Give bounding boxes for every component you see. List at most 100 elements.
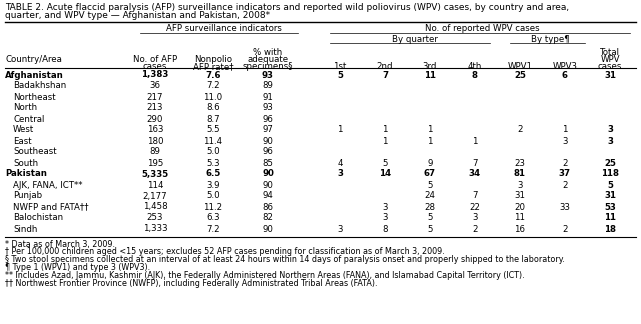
Text: 290: 290	[147, 114, 163, 123]
Text: Southeast: Southeast	[13, 147, 56, 156]
Text: 2nd: 2nd	[377, 62, 393, 71]
Text: 1: 1	[428, 136, 433, 145]
Text: 31: 31	[604, 191, 616, 201]
Text: 5: 5	[428, 214, 433, 223]
Text: 213: 213	[147, 103, 163, 112]
Text: 163: 163	[147, 125, 163, 134]
Text: 1,333: 1,333	[143, 225, 167, 234]
Text: North: North	[13, 103, 37, 112]
Text: quarter, and WPV type — Afghanistan and Pakistan, 2008*: quarter, and WPV type — Afghanistan and …	[5, 11, 270, 20]
Text: 6.3: 6.3	[206, 214, 220, 223]
Text: cases: cases	[598, 62, 622, 71]
Text: 90: 90	[263, 180, 274, 190]
Text: 180: 180	[147, 136, 163, 145]
Text: ** Includes Azad, Jammu, Kashmir (AJK), the Federally Administered Northern Area: ** Includes Azad, Jammu, Kashmir (AJK), …	[5, 272, 524, 281]
Text: 1,383: 1,383	[141, 71, 169, 79]
Text: By type¶: By type¶	[531, 35, 569, 44]
Text: 2: 2	[517, 125, 523, 134]
Text: WPV: WPV	[600, 55, 620, 64]
Text: 4: 4	[337, 158, 343, 168]
Text: 3: 3	[382, 214, 388, 223]
Text: 2: 2	[472, 225, 478, 234]
Text: 8: 8	[382, 225, 388, 234]
Text: 82: 82	[263, 214, 274, 223]
Text: 25: 25	[604, 158, 616, 168]
Text: 93: 93	[263, 103, 274, 112]
Text: No. of reported WPV cases: No. of reported WPV cases	[425, 24, 540, 33]
Text: 3: 3	[562, 136, 568, 145]
Text: 3: 3	[337, 225, 343, 234]
Text: 1: 1	[562, 125, 568, 134]
Text: cases: cases	[143, 62, 167, 71]
Text: 85: 85	[263, 158, 274, 168]
Text: 1: 1	[428, 125, 433, 134]
Text: 7: 7	[382, 71, 388, 79]
Text: 114: 114	[147, 180, 163, 190]
Text: No. of AFP: No. of AFP	[133, 55, 177, 64]
Text: 5: 5	[382, 158, 388, 168]
Text: 1st: 1st	[333, 62, 347, 71]
Text: 2: 2	[562, 225, 568, 234]
Text: South: South	[13, 158, 38, 168]
Text: 8: 8	[472, 71, 478, 79]
Text: 81: 81	[514, 169, 526, 179]
Text: 2: 2	[562, 180, 568, 190]
Text: 96: 96	[263, 114, 274, 123]
Text: 23: 23	[515, 158, 526, 168]
Text: Badakhshan: Badakhshan	[13, 82, 66, 90]
Text: 3: 3	[607, 136, 613, 145]
Text: 5,335: 5,335	[142, 169, 169, 179]
Text: 3rd: 3rd	[423, 62, 437, 71]
Text: 20: 20	[515, 202, 526, 212]
Text: 253: 253	[147, 214, 163, 223]
Text: 7.2: 7.2	[206, 225, 220, 234]
Text: 90: 90	[263, 136, 274, 145]
Text: 11: 11	[604, 214, 616, 223]
Text: 14: 14	[379, 169, 391, 179]
Text: 11.4: 11.4	[203, 136, 222, 145]
Text: 7: 7	[472, 158, 478, 168]
Text: 28: 28	[424, 202, 435, 212]
Text: 11: 11	[515, 214, 526, 223]
Text: † Per 100,000 children aged <15 years; excludes 52 AFP cases pending for classif: † Per 100,000 children aged <15 years; e…	[5, 248, 445, 257]
Text: 3.9: 3.9	[206, 180, 220, 190]
Text: 24: 24	[424, 191, 435, 201]
Text: 5: 5	[428, 180, 433, 190]
Text: 90: 90	[262, 169, 274, 179]
Text: 34: 34	[469, 169, 481, 179]
Text: 5: 5	[337, 71, 343, 79]
Text: 31: 31	[515, 191, 526, 201]
Text: 1,458: 1,458	[143, 202, 167, 212]
Text: 89: 89	[149, 147, 160, 156]
Text: TABLE 2. Acute flaccid paralysis (AFP) surveillance indicators and reported wild: TABLE 2. Acute flaccid paralysis (AFP) s…	[5, 3, 569, 12]
Text: 8.6: 8.6	[206, 103, 220, 112]
Text: 5.5: 5.5	[206, 125, 220, 134]
Text: 1: 1	[472, 136, 478, 145]
Text: 25: 25	[514, 71, 526, 79]
Text: 91: 91	[263, 92, 274, 101]
Text: By quarter: By quarter	[392, 35, 438, 44]
Text: AJK, FANA, ICT**: AJK, FANA, ICT**	[13, 180, 83, 190]
Text: Nonpolio: Nonpolio	[194, 55, 232, 64]
Text: 11.0: 11.0	[203, 92, 222, 101]
Text: 33: 33	[560, 202, 570, 212]
Text: East: East	[13, 136, 31, 145]
Text: % with: % with	[253, 48, 283, 57]
Text: AFP surveillance indicators: AFP surveillance indicators	[166, 24, 282, 33]
Text: Northeast: Northeast	[13, 92, 56, 101]
Text: 94: 94	[263, 191, 274, 201]
Text: 6: 6	[562, 71, 568, 79]
Text: 37: 37	[559, 169, 571, 179]
Text: 1: 1	[337, 125, 343, 134]
Text: Punjab: Punjab	[13, 191, 42, 201]
Text: 7.2: 7.2	[206, 82, 220, 90]
Text: 9: 9	[428, 158, 433, 168]
Text: 6.5: 6.5	[205, 169, 221, 179]
Text: 3: 3	[382, 202, 388, 212]
Text: 86: 86	[263, 202, 274, 212]
Text: 96: 96	[263, 147, 274, 156]
Text: 3: 3	[472, 214, 478, 223]
Text: 90: 90	[263, 225, 274, 234]
Text: West: West	[13, 125, 34, 134]
Text: Central: Central	[13, 114, 44, 123]
